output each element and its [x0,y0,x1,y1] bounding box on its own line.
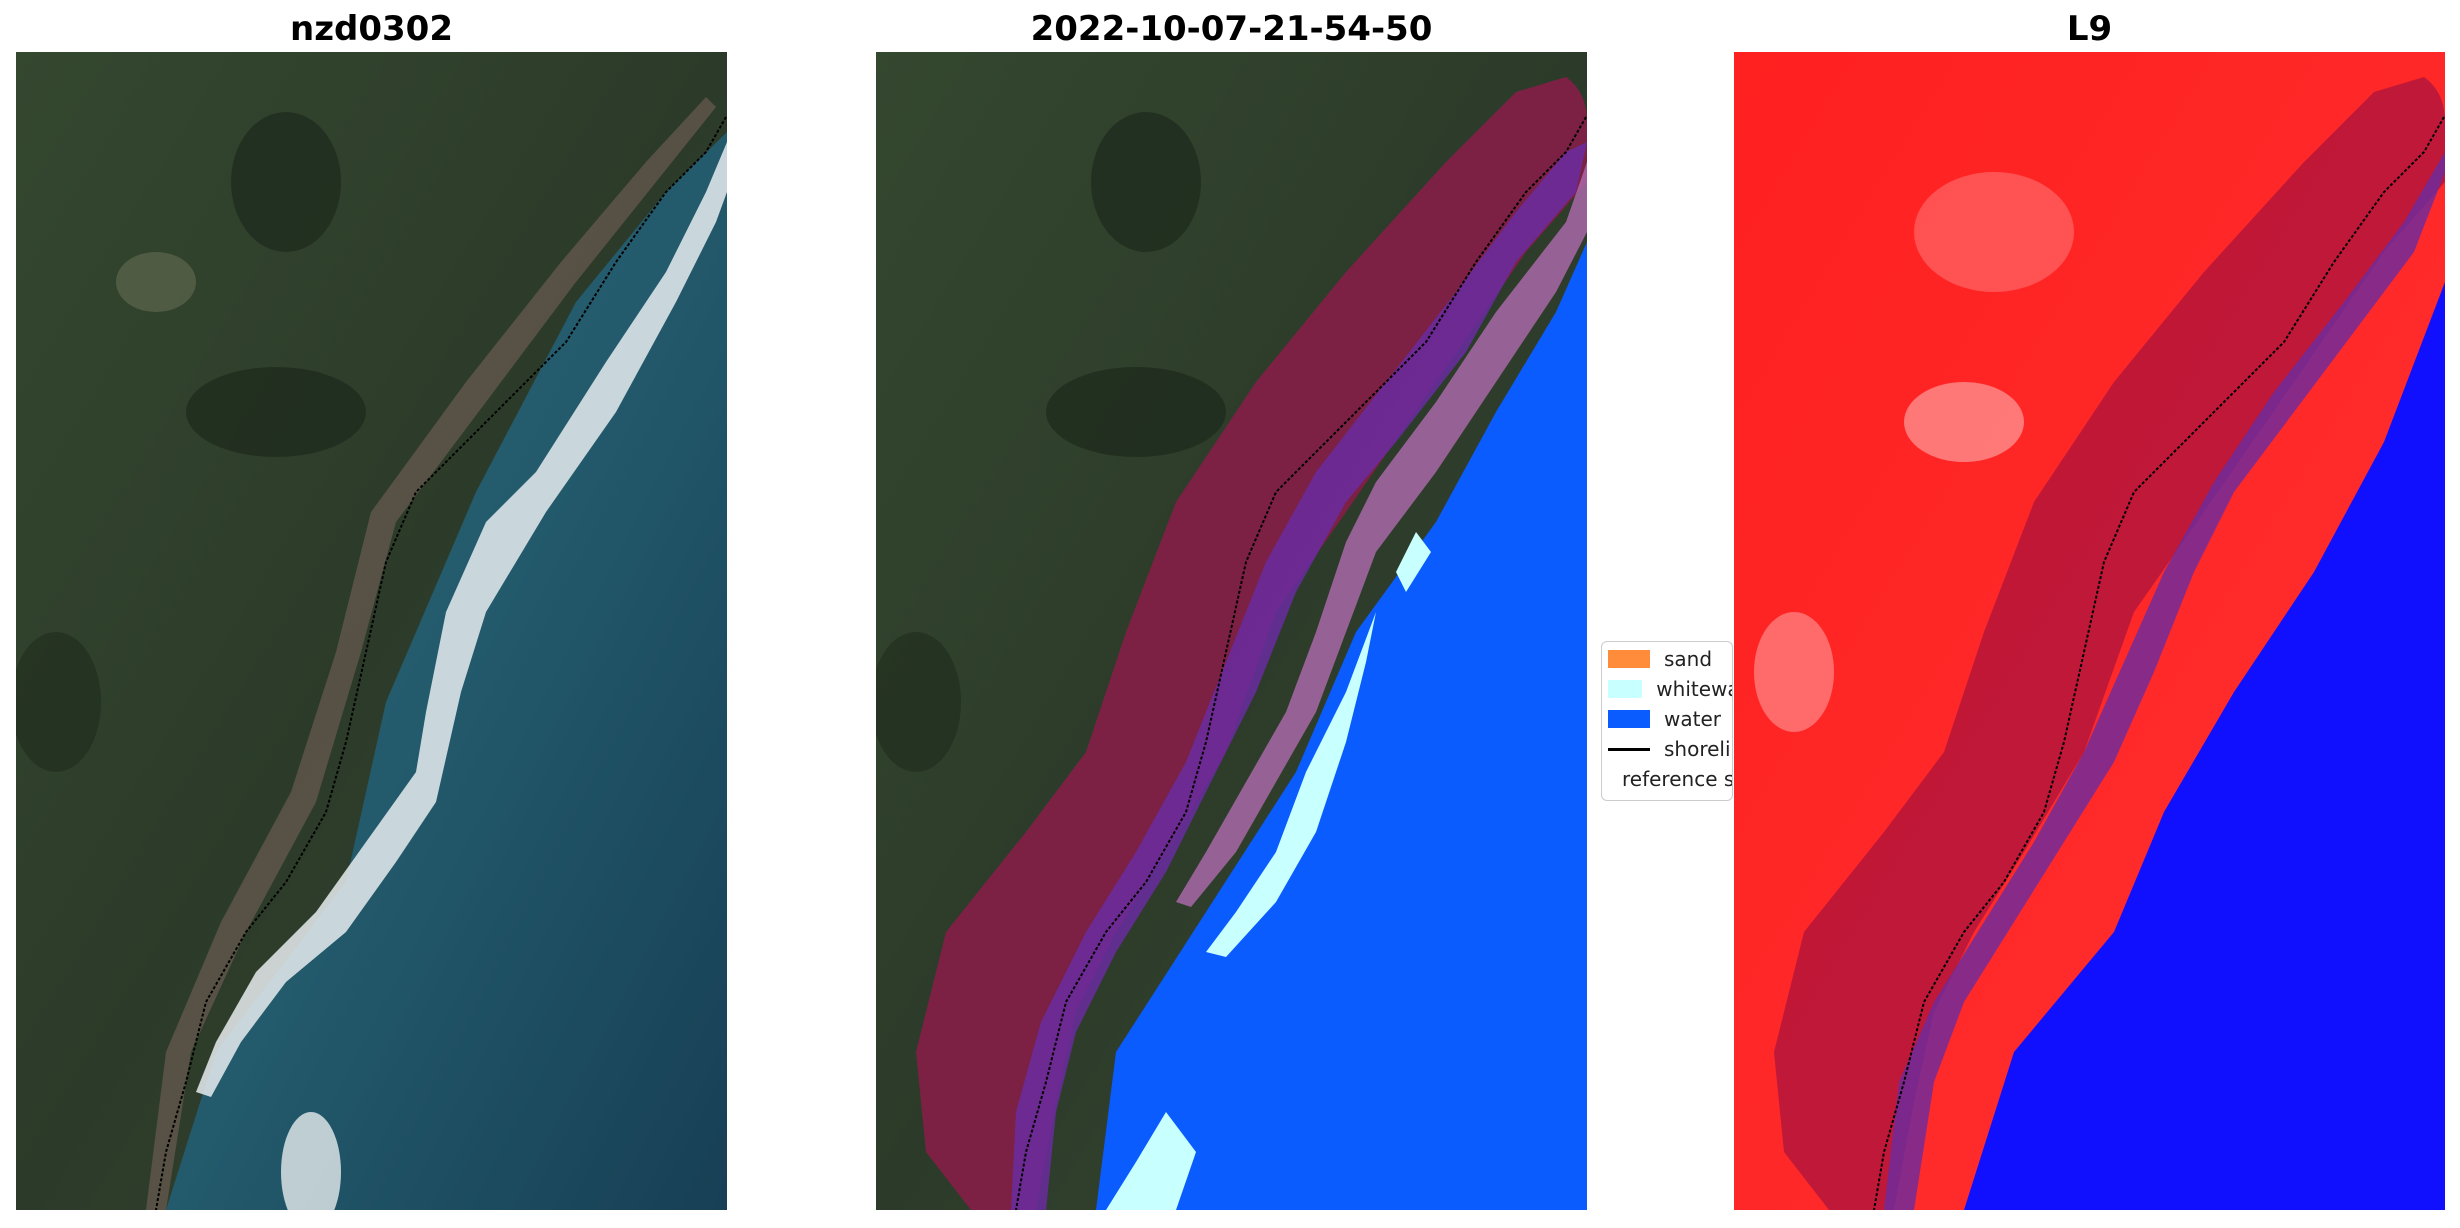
sand-swatch [1608,650,1650,668]
shoreline-swatch [1608,747,1650,751]
legend-label-water: water [1664,707,1721,731]
panel-title-rgb: nzd0302 [290,9,453,49]
rgb-image-panel [16,52,727,1210]
legend-item-sand: sand [1608,644,1732,674]
whitewater-swatch [1608,680,1643,698]
legend-item-reference: reference shoreline buffer [1608,764,1732,794]
legend: sand whitewater water shoreline referenc… [1601,641,1733,801]
panel-title-mndwi: L9 [2066,9,2113,49]
shoreline-line [155,116,727,1210]
legend-item-whitewater: whitewater [1608,674,1732,704]
mndwi-water-area [1964,282,2445,1210]
surf-zone [196,142,727,1097]
panel-title-classified: 2022-10-07-21-54-50 [1030,9,1433,49]
water-swatch [1608,710,1650,728]
mndwi-buffer [1774,77,2445,1210]
legend-label-whitewater: whitewater [1656,677,1732,701]
mndwi-image-panel [1734,52,2445,1210]
legend-label-shoreline: shoreline [1664,737,1732,761]
legend-label-reference: reference shoreline buffer [1622,767,1732,791]
legend-item-shoreline: shoreline [1608,734,1732,764]
classified-image-panel [876,52,1587,1210]
legend-label-sand: sand [1664,647,1713,671]
legend-item-water: water [1608,704,1732,734]
